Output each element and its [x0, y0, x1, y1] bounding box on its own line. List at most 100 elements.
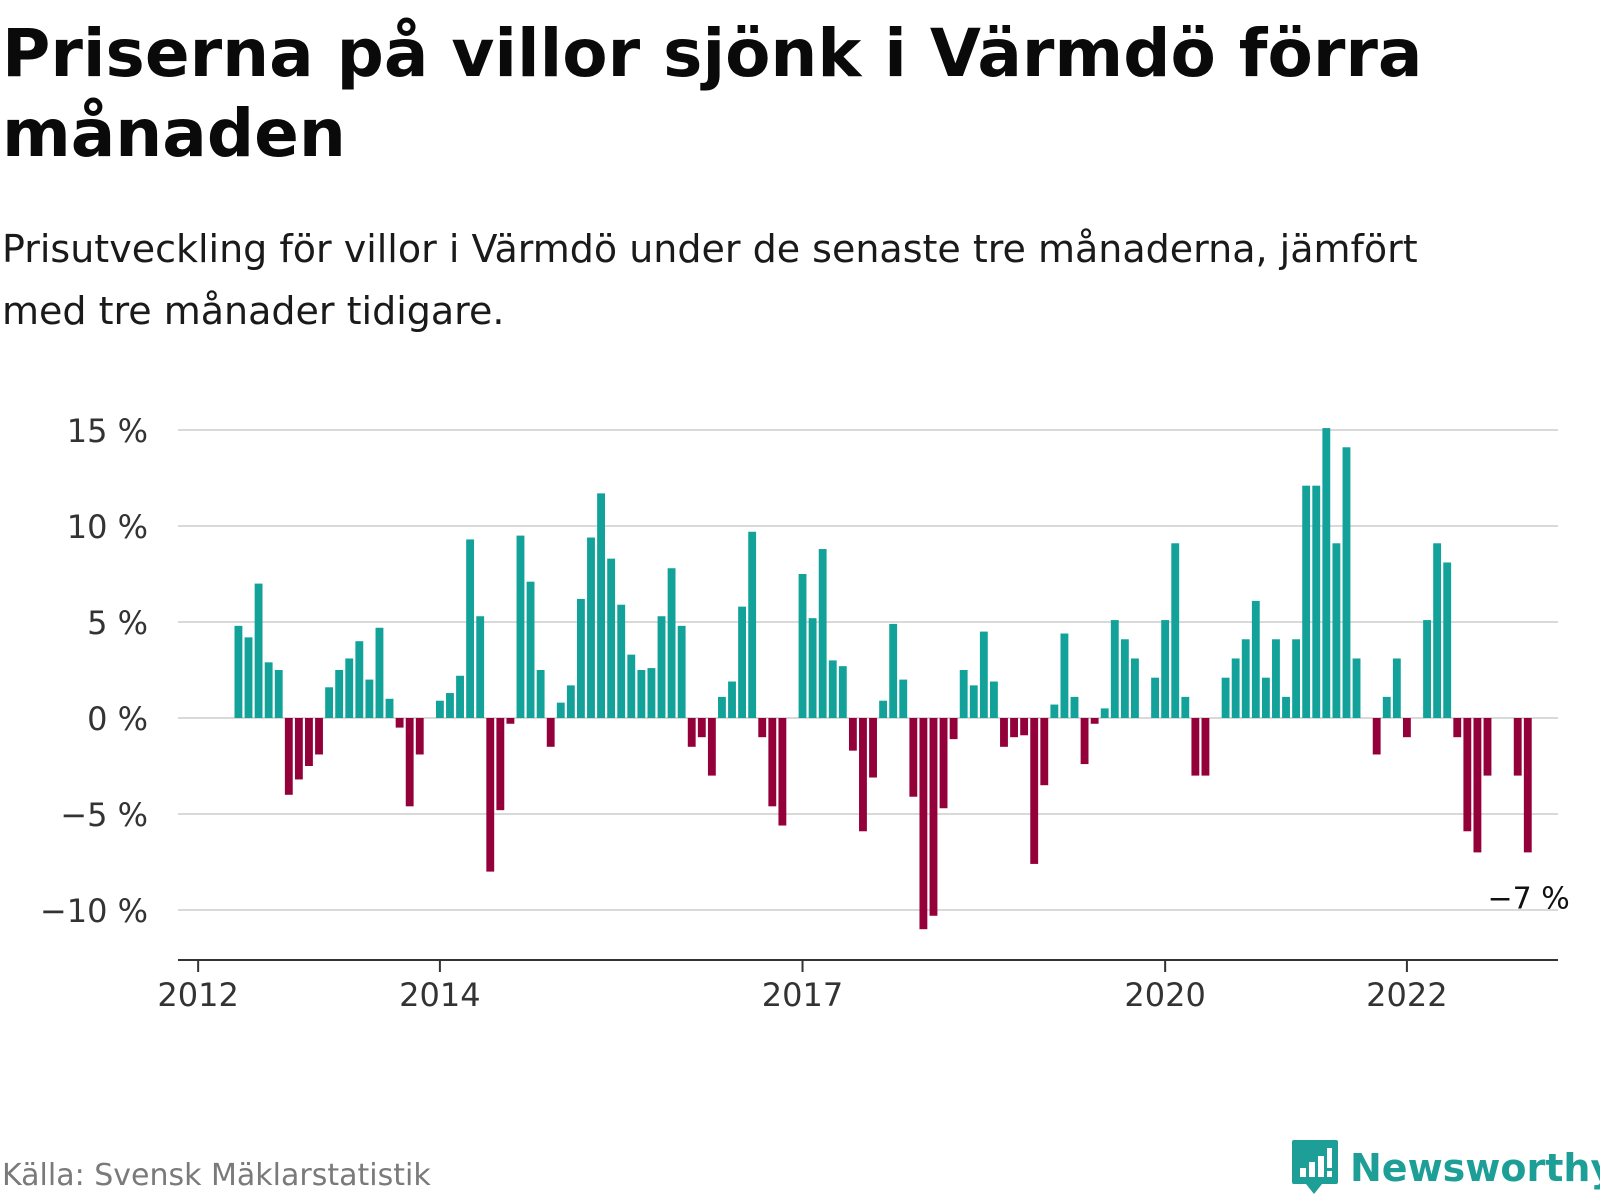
- bars: [234, 428, 1532, 930]
- bar: [1392, 658, 1401, 718]
- chart-subtitle: Prisutveckling för villor i Värmdö under…: [2, 227, 1418, 333]
- bar: [496, 718, 505, 811]
- chart-title: Priserna på villor sjönk i Värmdö förra …: [2, 15, 1423, 172]
- bar: [637, 670, 646, 718]
- bar: [738, 606, 747, 718]
- brand-name: Newsworthy: [1350, 1146, 1600, 1190]
- bar: [1090, 718, 1099, 724]
- bar: [506, 718, 515, 724]
- bar: [627, 654, 636, 718]
- bar: [274, 670, 283, 718]
- bar: [546, 718, 555, 747]
- y-tick-label: 15 %: [67, 412, 148, 450]
- bar: [1513, 718, 1522, 776]
- bar: [516, 535, 525, 718]
- bar: [1443, 562, 1452, 718]
- bar: [476, 616, 485, 718]
- bar: [617, 604, 626, 718]
- bar: [1231, 658, 1240, 718]
- y-tick-label: −10 %: [40, 892, 148, 930]
- bar: [859, 718, 867, 832]
- bar: [929, 718, 938, 916]
- bar: [728, 681, 736, 718]
- bar: [597, 493, 605, 718]
- bar: [1282, 696, 1290, 718]
- bar: [355, 641, 364, 718]
- bar: [466, 539, 475, 718]
- bar: [879, 700, 888, 718]
- bar: [566, 685, 575, 718]
- bar: [919, 718, 928, 930]
- bar: [667, 568, 676, 718]
- x-tick-label: 2012: [157, 976, 238, 1014]
- bar: [909, 718, 918, 797]
- bar: [335, 670, 344, 718]
- bar: [385, 698, 394, 718]
- bar: [647, 668, 656, 718]
- bar: [1402, 718, 1411, 738]
- bar: [1372, 718, 1381, 755]
- bar: [1131, 658, 1139, 718]
- bar: [456, 675, 464, 718]
- bar: [1322, 428, 1331, 718]
- bar: [264, 662, 273, 718]
- x-tick-label: 2017: [762, 976, 843, 1014]
- bar: [1272, 639, 1280, 718]
- x-tick-label: 2014: [399, 976, 480, 1014]
- bar: [657, 616, 666, 718]
- bar: [718, 696, 726, 718]
- x-tick-label: 2020: [1124, 976, 1205, 1014]
- bar: [1080, 718, 1089, 765]
- bar: [969, 685, 978, 718]
- bar: [677, 625, 686, 718]
- y-tick-label: 10 %: [67, 508, 148, 546]
- bar: [435, 700, 444, 718]
- bar: [798, 574, 807, 718]
- bar: [526, 581, 535, 718]
- grid-lines: [178, 429, 1558, 911]
- bar: [959, 670, 968, 718]
- bar: [284, 718, 293, 795]
- bar: [758, 718, 767, 738]
- bar: [1181, 696, 1190, 718]
- bar: [365, 679, 374, 718]
- bar: [1292, 639, 1301, 718]
- bar: [1171, 543, 1180, 718]
- last-value-annotation: −7 %: [1488, 881, 1570, 916]
- bar-chart: 15 % 10 % 5 % 0 % −5 % −10 % 2012 2014 2017 2020…: [40, 412, 1570, 1014]
- bar: [486, 718, 495, 872]
- bar: [697, 718, 706, 738]
- bar: [254, 583, 263, 718]
- bar: [949, 718, 958, 740]
- bar: [1221, 677, 1230, 718]
- y-tick-label: −5 %: [60, 796, 148, 834]
- newsworthy-logo: Newsworthy: [1290, 1138, 1600, 1198]
- bar: [1000, 718, 1008, 747]
- bar: [1312, 485, 1321, 718]
- bar: [1433, 543, 1442, 718]
- source-note: Källa: Svensk Mäklarstatistik: [2, 1158, 431, 1193]
- bar: [1110, 620, 1119, 718]
- bar: [1261, 677, 1270, 718]
- bar: [325, 687, 334, 718]
- bar: [1161, 620, 1170, 718]
- bar: [395, 718, 404, 728]
- bar: [556, 702, 565, 718]
- bar: [305, 718, 313, 766]
- bar: [1342, 447, 1351, 718]
- bar: [979, 631, 988, 718]
- bar: [1483, 718, 1492, 776]
- bar: [1382, 696, 1391, 718]
- bar: [869, 718, 877, 778]
- bar: [607, 558, 616, 718]
- bar: [939, 718, 948, 809]
- bar: [828, 660, 837, 718]
- bar: [1423, 620, 1431, 718]
- x-axis-ticks: 2012 2014 2017 2020 2022: [157, 960, 1448, 1014]
- bar: [1332, 543, 1341, 718]
- bar: [1241, 639, 1250, 718]
- bar: [1523, 718, 1532, 853]
- bar: [1251, 600, 1260, 718]
- bar: [848, 718, 857, 751]
- bar: [687, 718, 696, 747]
